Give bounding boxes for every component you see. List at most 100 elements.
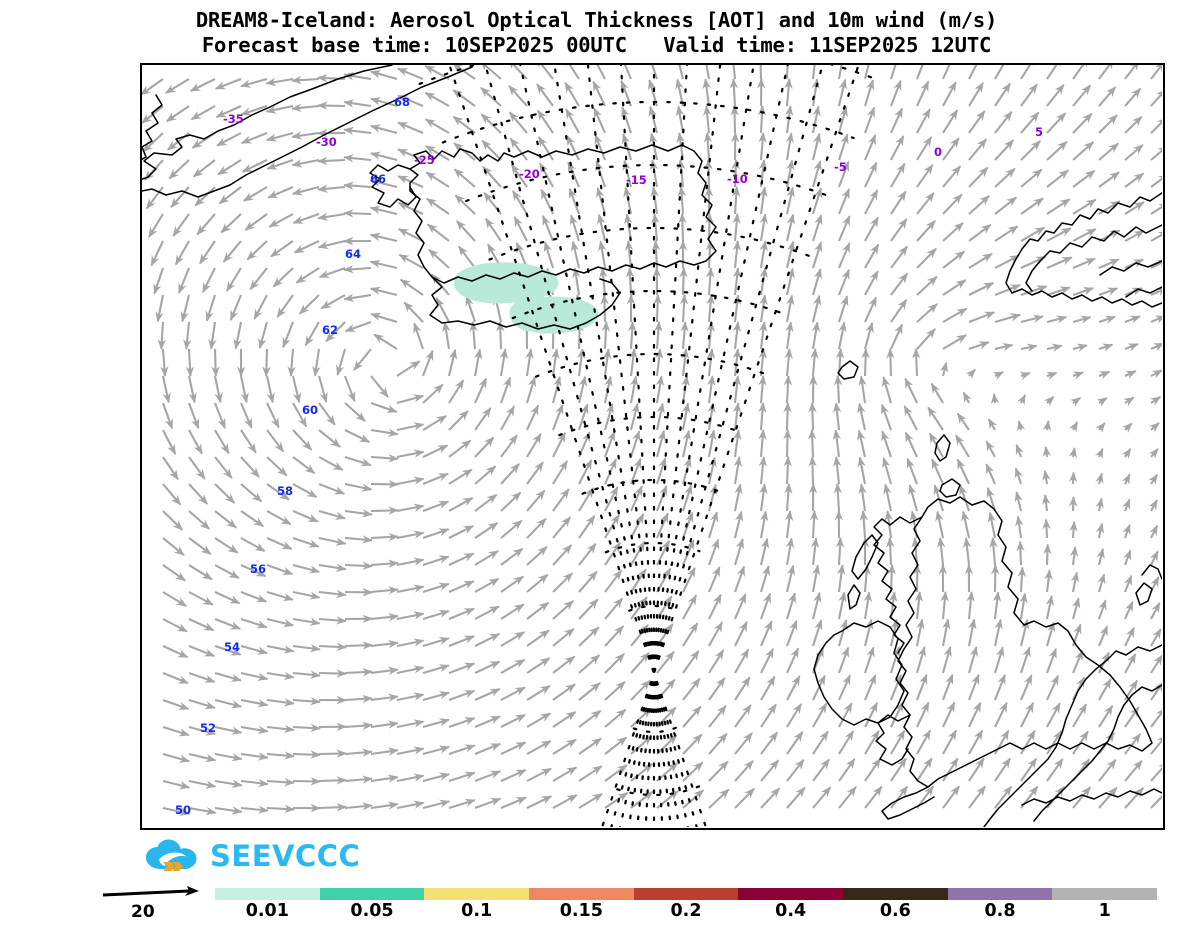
wind-vector <box>651 213 660 242</box>
wind-vector <box>1150 707 1162 728</box>
coastline-continental-europe <box>983 644 1162 827</box>
wind-vector <box>164 78 190 94</box>
wind-vector <box>1072 141 1095 161</box>
wind-vector <box>424 91 450 107</box>
wind-vector <box>536 83 554 107</box>
wind-vector <box>214 456 233 479</box>
wind-vector <box>1042 469 1051 485</box>
wind-vector <box>448 662 476 674</box>
wind-vector <box>142 78 164 96</box>
wind-vector <box>656 484 668 512</box>
colorbar-swatch-3[interactable] <box>529 888 634 900</box>
wind-vector <box>1150 761 1162 782</box>
title-line-2: Forecast base time: 10SEP2025 00UTC Vali… <box>201 33 992 57</box>
wind-vector <box>343 126 372 136</box>
colorbar-swatch-4[interactable] <box>633 888 739 900</box>
wind-vector <box>994 284 1022 296</box>
wind-vector <box>597 240 607 269</box>
wind-vector <box>474 522 499 539</box>
wind-vector <box>189 78 216 92</box>
wind-vector <box>1068 447 1078 459</box>
wind-vector <box>703 132 713 161</box>
wind-vector <box>1124 574 1133 593</box>
colorbar-swatch-0[interactable] <box>215 888 320 900</box>
wind-vector <box>474 770 502 782</box>
wind-vector <box>1020 83 1038 107</box>
wind-vector <box>1020 65 1036 80</box>
colorbar-swatch-5[interactable] <box>738 888 844 900</box>
wind-vector <box>942 81 957 107</box>
wind-vector <box>959 484 970 512</box>
wind-vector <box>165 105 190 123</box>
wind-vector <box>916 328 936 350</box>
wind-vector <box>968 252 993 269</box>
wind-vector <box>604 708 627 728</box>
wind-vector <box>812 674 826 701</box>
wind-vector <box>180 294 191 323</box>
coastline-hebrides-south <box>847 584 861 610</box>
wind-vector <box>916 220 936 242</box>
wind-vector <box>474 715 501 728</box>
coastline-iceland-south <box>429 276 621 330</box>
wind-vector <box>292 777 322 786</box>
wind-vector <box>188 564 213 581</box>
wind-vector <box>265 375 275 404</box>
colorbar-swatch-1[interactable] <box>319 888 425 900</box>
wind-vector <box>968 195 990 215</box>
wind-vector <box>759 240 768 269</box>
aot-colorbar[interactable] <box>215 888 1158 900</box>
wind-vector <box>344 535 373 544</box>
parallel-64 <box>604 541 701 554</box>
wind-vector <box>1015 515 1024 539</box>
wind-vector <box>1020 168 1043 188</box>
wind-vector <box>578 515 596 539</box>
wind-vector <box>916 303 938 323</box>
colorbar-swatch-7[interactable] <box>947 888 1053 900</box>
colorbar-swatch-2[interactable] <box>424 888 530 900</box>
wind-vector <box>480 113 502 134</box>
wind-vector <box>1071 597 1081 620</box>
wind-vector <box>457 245 476 269</box>
wind-vector <box>1070 396 1082 407</box>
wind-vector <box>422 555 450 566</box>
wind-vector <box>864 674 877 701</box>
wind-vector <box>369 205 398 216</box>
wind-vector <box>370 666 399 675</box>
wind-vector <box>785 321 794 350</box>
wind-vector <box>474 577 500 593</box>
wind-vector <box>708 593 722 620</box>
wind-vector <box>655 402 665 431</box>
wind-vector <box>889 646 901 674</box>
wind-vector <box>1072 112 1093 134</box>
wind-vector <box>915 618 925 647</box>
wind-vector <box>188 645 216 657</box>
wind-vector <box>940 591 949 620</box>
wind-vector <box>188 483 208 505</box>
wind-vector <box>422 444 449 458</box>
wind-vector <box>396 773 425 783</box>
wind-vector <box>344 482 373 492</box>
colorbar-tick-0.2: 0.2 <box>670 901 702 921</box>
colorbar-swatch-6[interactable] <box>843 888 948 900</box>
wind-vector <box>452 115 476 134</box>
wind-vector <box>370 428 399 437</box>
wind-vector <box>811 132 822 161</box>
wind-vector <box>370 586 399 595</box>
wind-vector <box>369 151 398 162</box>
latitude-label-52: 52 <box>200 721 217 735</box>
wind-vector <box>229 294 242 321</box>
wind-vector <box>1072 198 1097 215</box>
wind-vector <box>370 720 399 729</box>
wind-vector <box>708 788 730 809</box>
wind-vector <box>786 731 804 755</box>
seevccc-logo[interactable]: SEEVCCC <box>145 836 360 876</box>
wind-vector <box>890 135 905 161</box>
map-canvas[interactable]: 68 66 64 62 60 58 56 54 52 50 -35 -30 -25 -20 -15 -10-… <box>140 63 1165 830</box>
wind-vector <box>890 190 907 215</box>
wind-vector <box>653 293 662 323</box>
colorbar-swatch-8[interactable] <box>1052 888 1158 900</box>
wind-vector <box>708 677 726 701</box>
meridian-10 <box>610 65 824 827</box>
wind-vector <box>706 267 715 296</box>
wind-vector <box>162 510 184 531</box>
